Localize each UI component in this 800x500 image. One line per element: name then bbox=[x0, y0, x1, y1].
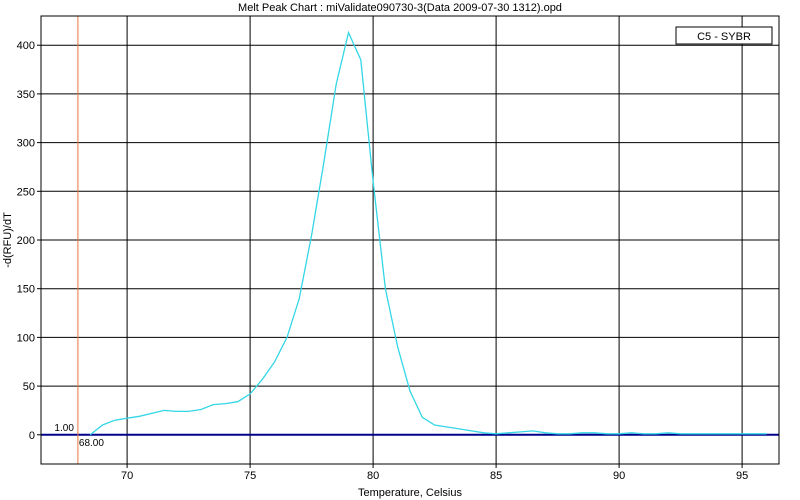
chart-title: Melt Peak Chart : miValidate090730-3(Dat… bbox=[238, 2, 562, 14]
tick-labels: 70 75 80 85 90 95 0 50 100 150 200 250 300 350 400 bbox=[17, 40, 749, 482]
plot-frame bbox=[40, 15, 780, 465]
grid-lines bbox=[41, 16, 779, 464]
series-line bbox=[89, 30, 767, 436]
y-tick-label: 350 bbox=[17, 89, 35, 101]
y-tick-label: 50 bbox=[23, 381, 35, 393]
y-tick-label: 150 bbox=[17, 284, 35, 296]
x-tick-label: 90 bbox=[613, 470, 625, 482]
y-tick-label: 100 bbox=[17, 332, 35, 344]
x-tick-label: 95 bbox=[736, 470, 748, 482]
y-tick-label: 0 bbox=[29, 430, 35, 442]
y-tick-label: 400 bbox=[17, 40, 35, 52]
marker-y-label: 1.00 bbox=[54, 423, 74, 434]
series-layer bbox=[89, 30, 767, 436]
legend: C5 - SYBR bbox=[675, 26, 773, 45]
x-tick-label: 70 bbox=[121, 470, 133, 482]
x-tick-label: 75 bbox=[244, 470, 256, 482]
y-tick-label: 300 bbox=[17, 138, 35, 150]
x-axis-label: Temperature, Celsius bbox=[358, 487, 462, 499]
legend-series-label: C5 - SYBR bbox=[697, 31, 751, 43]
y-tick-label: 250 bbox=[17, 186, 35, 198]
y-axis-label: -d(RFU)/dT bbox=[2, 212, 14, 268]
x-tick-label: 80 bbox=[367, 470, 379, 482]
legend-box bbox=[675, 26, 773, 45]
marker-x-label: 68.00 bbox=[79, 438, 104, 449]
x-tick-label: 85 bbox=[490, 470, 502, 482]
y-tick-label: 200 bbox=[17, 235, 35, 247]
temperature-marker[interactable]: 1.00 68.00 bbox=[54, 16, 104, 464]
